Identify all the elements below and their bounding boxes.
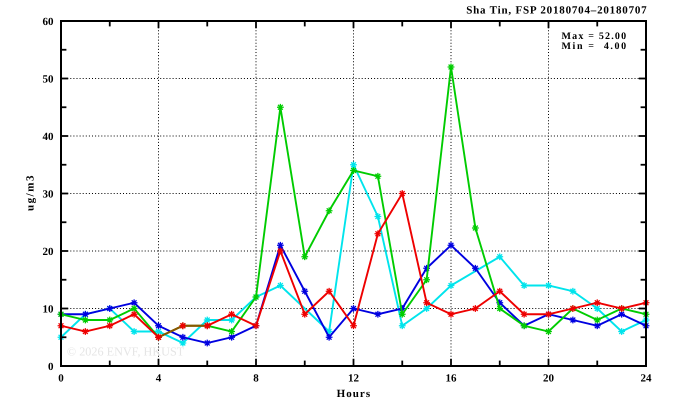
svg-text:Sha Tin, FSP 20180704–20180707: Sha Tin, FSP 20180704–20180707	[466, 5, 647, 17]
svg-text:© 2026 ENVF, HKUST: © 2026 ENVF, HKUST	[67, 345, 185, 359]
svg-text:50: 50	[43, 73, 55, 85]
svg-text:20: 20	[43, 246, 55, 258]
svg-text:12: 12	[348, 373, 360, 385]
svg-text:16: 16	[446, 373, 458, 385]
svg-text:20: 20	[543, 373, 555, 385]
svg-text:40: 40	[43, 131, 55, 143]
svg-text:ug/m3: ug/m3	[25, 174, 37, 211]
svg-text:Hours: Hours	[337, 388, 372, 400]
svg-text:0: 0	[58, 373, 64, 385]
svg-text:Max = 52.00: Max = 52.00	[562, 31, 628, 42]
svg-text:10: 10	[43, 303, 55, 315]
svg-text:4: 4	[156, 373, 162, 385]
svg-text:8: 8	[253, 373, 259, 385]
svg-text:0: 0	[48, 361, 54, 373]
svg-text:60: 60	[43, 16, 55, 28]
svg-text:24: 24	[641, 373, 653, 385]
svg-text:30: 30	[43, 188, 55, 200]
svg-text:Min = 4.00: Min = 4.00	[562, 41, 628, 52]
